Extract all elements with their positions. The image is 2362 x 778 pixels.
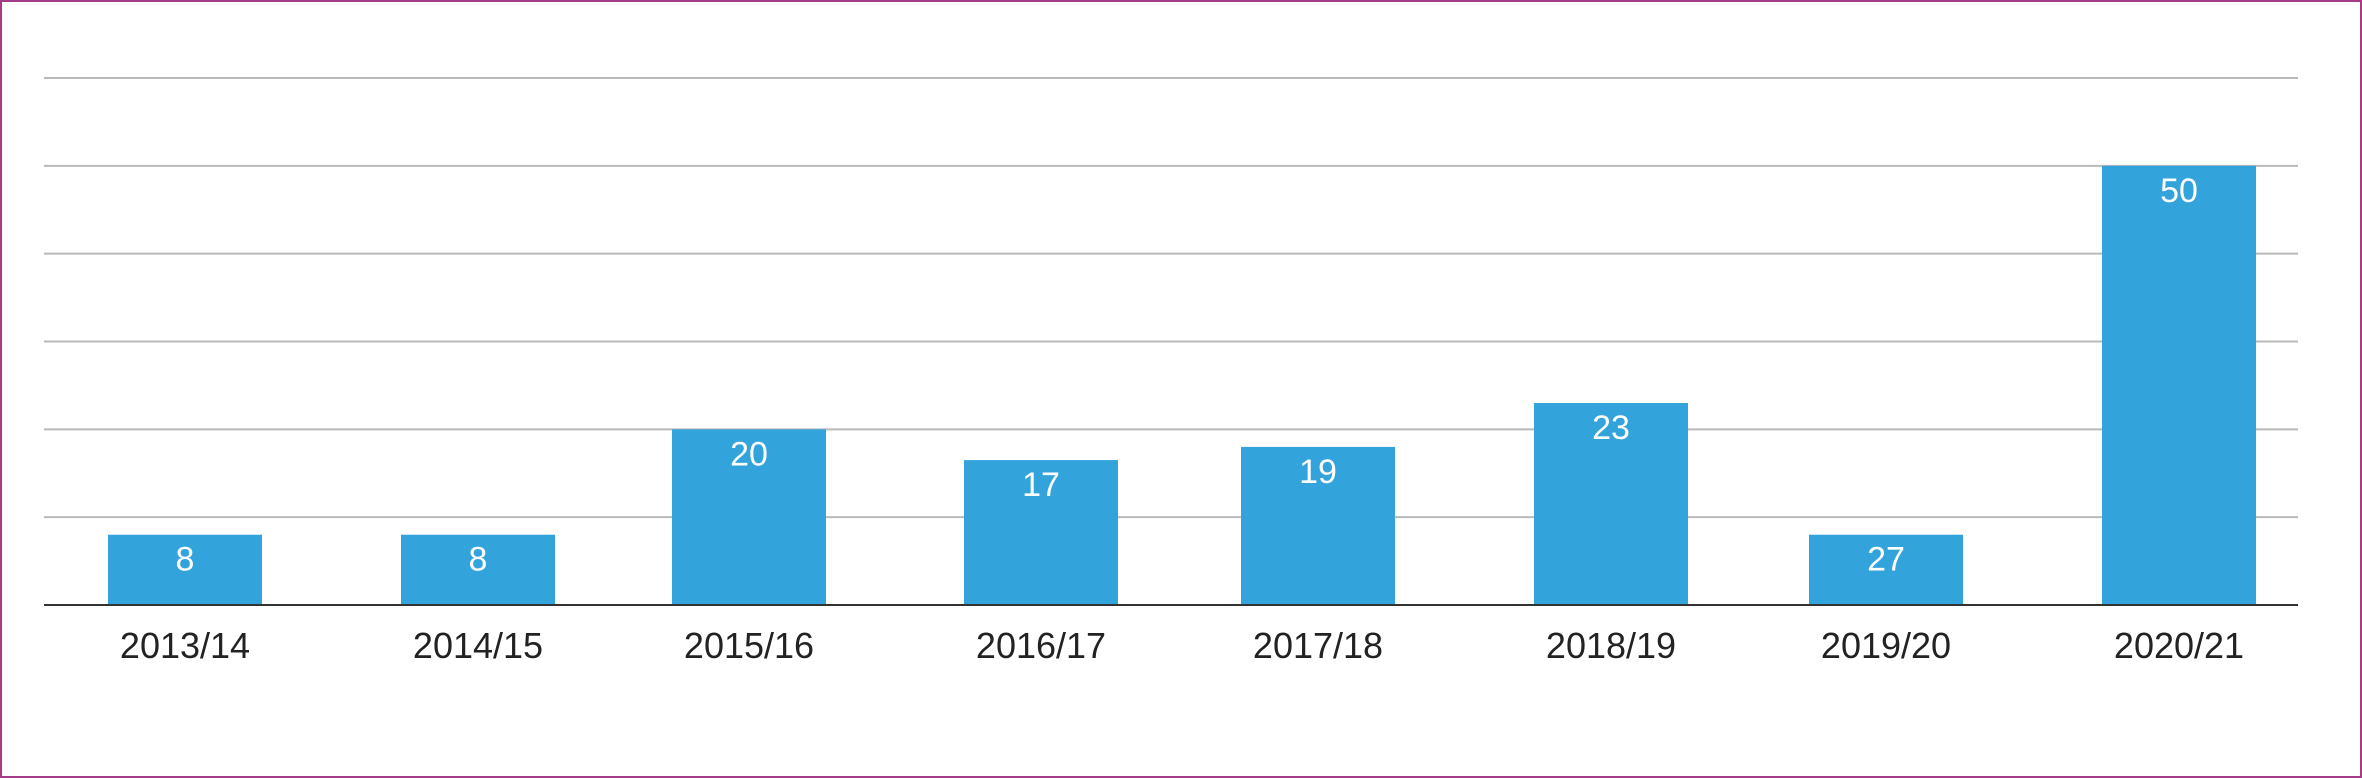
bar	[672, 429, 826, 605]
data-labels: 8 8 20 17 19 23 27 50	[176, 172, 2198, 579]
x-tick-label: 2020/21	[2114, 625, 2244, 666]
x-tick-label: 2015/16	[684, 625, 814, 666]
bars	[108, 165, 2256, 606]
bar	[108, 534, 262, 605]
data-label: 8	[469, 541, 488, 579]
bar	[964, 460, 1118, 605]
data-label: 27	[1867, 541, 1905, 579]
x-tick-label: 2014/15	[413, 625, 543, 666]
bar	[2102, 165, 2256, 606]
x-tick-label: 2019/20	[1821, 625, 1951, 666]
x-tick-label: 2018/19	[1546, 625, 1676, 666]
x-axis-ticks: 2013/14 2014/15 2015/16 2016/17 2017/18 2018/…	[120, 625, 2244, 666]
data-label: 20	[730, 435, 768, 473]
bar	[1809, 534, 1963, 605]
x-tick-label: 2016/17	[976, 625, 1106, 666]
bar	[1241, 446, 1395, 605]
data-label: 23	[1592, 409, 1630, 447]
data-label: 50	[2160, 172, 2198, 210]
gridlines	[44, 77, 2298, 519]
bar	[1534, 402, 1688, 605]
data-label: 19	[1299, 453, 1337, 491]
data-label: 17	[1022, 466, 1060, 504]
x-tick-label: 2013/14	[120, 625, 250, 666]
bar	[401, 534, 555, 605]
x-tick-label: 2017/18	[1253, 625, 1383, 666]
data-label: 8	[176, 541, 195, 579]
